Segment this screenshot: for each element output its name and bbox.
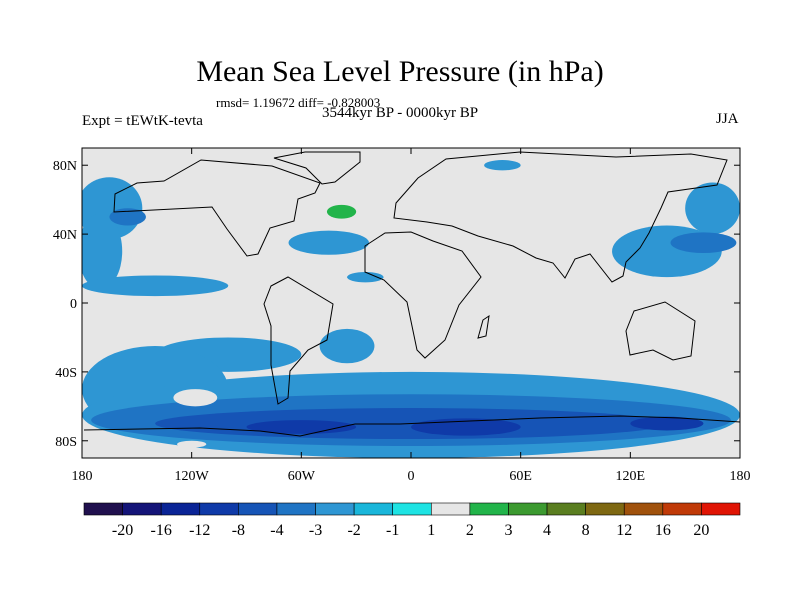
x-axis: 180 120W 60W 0 60E 120E 180 (72, 148, 751, 484)
contour-region (82, 213, 123, 290)
colorbar-swatch (623, 502, 664, 516)
colorbar-swatch (430, 502, 471, 516)
y-axis: 80N 40N 0 40S 80S (53, 159, 740, 450)
colorbar-label: 20 (693, 522, 709, 539)
x-tick-label: 120E (616, 469, 646, 484)
colorbar-label: -4 (270, 522, 283, 539)
contour-region (484, 160, 521, 171)
colorbar-label: -16 (151, 522, 172, 539)
colorbar-swatch (83, 502, 123, 516)
colorbar-swatch (315, 502, 355, 516)
colorbar-swatch (276, 502, 316, 516)
colorbar-swatch (469, 502, 509, 516)
colorbar-label: 2 (466, 522, 474, 539)
colorbar-swatch (353, 502, 394, 516)
season-label: JJA (716, 111, 739, 127)
x-tick-label: 60E (509, 469, 532, 484)
x-tick-label: 180 (72, 469, 93, 484)
x-tick-label: 180 (730, 469, 751, 484)
contour-region (347, 272, 384, 283)
experiment-label: Expt = tEWtK-tevta (82, 113, 203, 129)
colorbar-swatch (392, 502, 432, 516)
contour-region (630, 416, 704, 431)
colorbar-label: 1 (427, 522, 435, 539)
contour-region (288, 230, 369, 255)
y-tick-label: 0 (70, 297, 77, 312)
y-tick-label: 40N (53, 228, 77, 243)
colorbar-label: -20 (112, 522, 133, 539)
y-tick-label: 80S (55, 435, 77, 450)
colorbar-label: -8 (232, 522, 245, 539)
stats-text: rmsd= 1.19672 diff= -0.828003 (216, 95, 381, 110)
colorbar-swatch (508, 502, 548, 516)
colorbar-label: 8 (582, 522, 590, 539)
period-label: 3544kyr BP - 0000kyr BP (322, 105, 479, 121)
colorbar-swatch (160, 502, 201, 516)
contour-region (319, 328, 375, 364)
colorbar-swatch (122, 502, 162, 516)
x-tick-label: 120W (175, 469, 210, 484)
y-tick-label: 40S (55, 366, 77, 381)
y-tick-label: 80N (53, 159, 77, 174)
colorbar-swatch (662, 502, 702, 516)
colorbar-label: 16 (655, 522, 671, 539)
contour-region (326, 204, 357, 219)
x-tick-label: 60W (288, 469, 316, 484)
colorbar: -20 -16 -12 -8 -4 -3 -2 -1 1 2 3 4 8 12 16 20 (83, 502, 741, 539)
contour-region (177, 440, 207, 448)
colorbar-label: -2 (347, 522, 360, 539)
contour-region (82, 275, 229, 297)
colorbar-label: 3 (504, 522, 512, 539)
coastlines (83, 151, 740, 437)
x-tick-label: 0 (408, 469, 415, 484)
colorbar-swatch (701, 502, 741, 516)
contour-region (493, 246, 512, 257)
colorbar-label: -1 (386, 522, 399, 539)
chart-title: Mean Sea Level Pressure (in hPa) (196, 55, 604, 88)
contour-region (685, 182, 740, 235)
colorbar-label: -3 (309, 522, 322, 539)
contour-region (173, 389, 218, 407)
colorbar-swatch (546, 502, 586, 516)
colorbar-label: -12 (189, 522, 210, 539)
colorbar-label: 4 (543, 522, 551, 539)
colorbar-label: 12 (616, 522, 632, 539)
colorbar-swatch (585, 502, 625, 516)
colorbar-swatch (238, 502, 278, 516)
colorbar-swatch (199, 502, 239, 516)
contour-region (670, 232, 737, 254)
contour-region (538, 247, 558, 255)
contour-region (109, 208, 146, 226)
contour-region (246, 420, 357, 434)
